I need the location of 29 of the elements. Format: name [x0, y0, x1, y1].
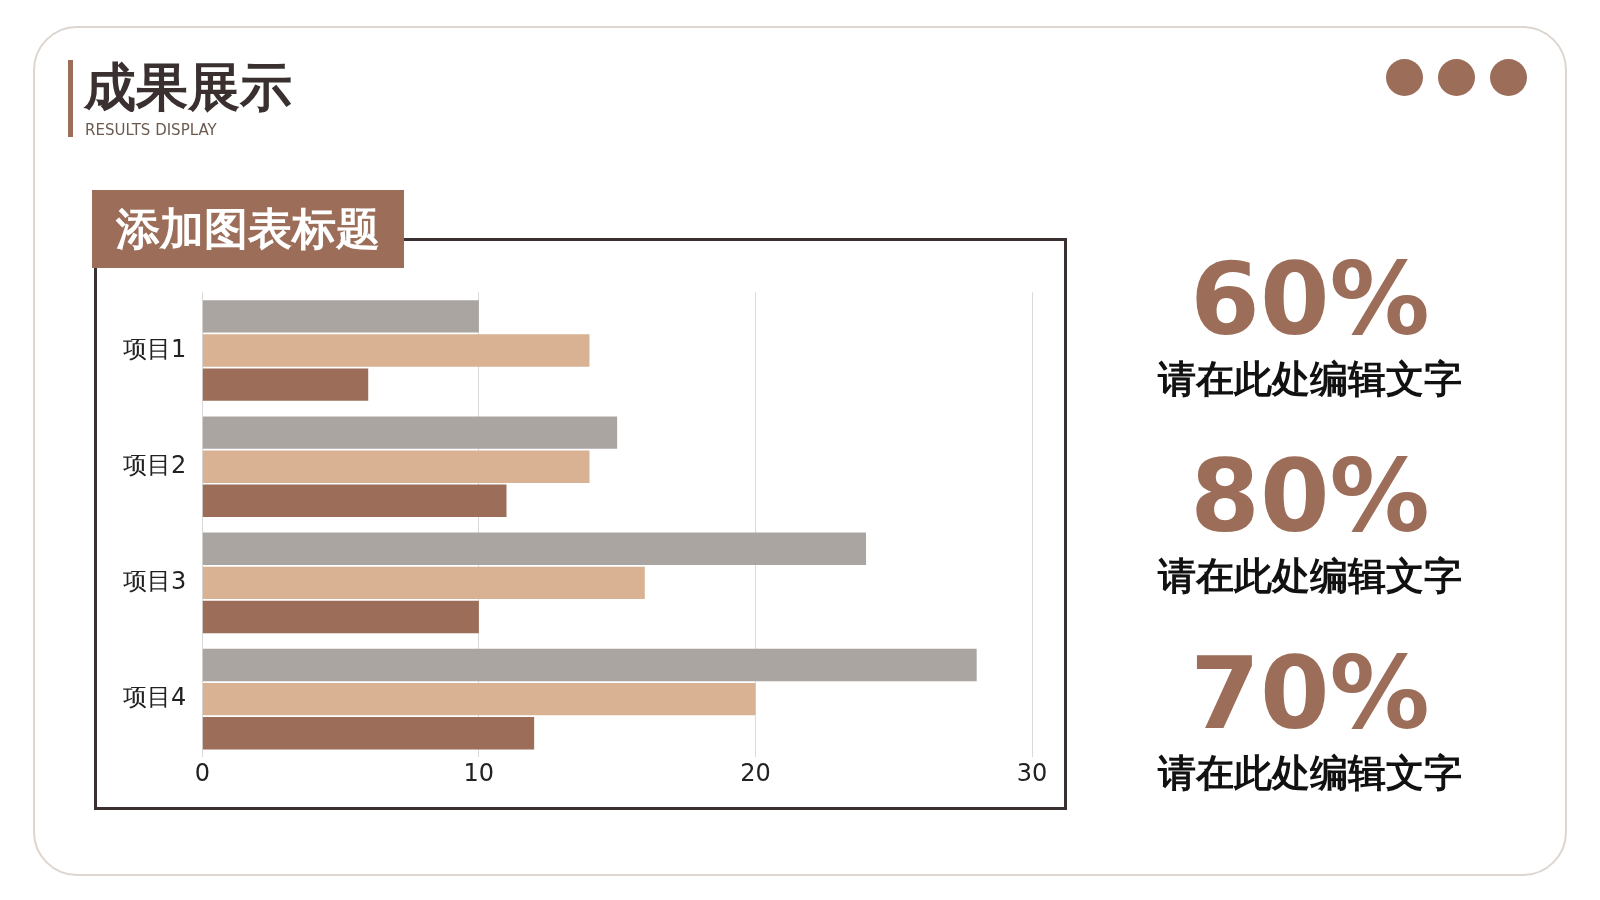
bar	[202, 648, 977, 682]
bar	[202, 300, 479, 333]
bar	[202, 484, 507, 517]
y-tick-label: 项目2	[122, 450, 187, 479]
x-tick-label: 10	[463, 758, 495, 787]
bar	[202, 717, 535, 750]
bar	[202, 600, 479, 634]
text: 请在此处编辑文字	[1156, 750, 1463, 797]
y-tick-label: 项目1	[122, 334, 187, 363]
text: 请在此处编辑文字	[1156, 356, 1463, 403]
text: 请在此处编辑文字	[1156, 553, 1463, 600]
x-tick-label: 20	[740, 758, 771, 787]
y-tick-label: 项目4	[122, 683, 187, 712]
x-tick-label: 0	[194, 758, 210, 787]
bar	[202, 566, 645, 600]
text: RESULTS DISPLAY	[85, 121, 217, 139]
text: 成果展示	[84, 56, 292, 119]
x-tick-label: 30	[1016, 758, 1048, 787]
text: 70%	[1189, 635, 1431, 752]
bar	[202, 416, 618, 449]
bar	[202, 450, 590, 483]
text: 60%	[1189, 241, 1431, 358]
chart-title: 添加图表标题	[92, 190, 404, 268]
bar	[202, 334, 590, 367]
bar	[202, 682, 756, 716]
bar	[202, 368, 369, 401]
text: 80%	[1189, 438, 1431, 555]
bar	[202, 532, 867, 566]
y-tick-label: 项目3	[122, 567, 187, 596]
